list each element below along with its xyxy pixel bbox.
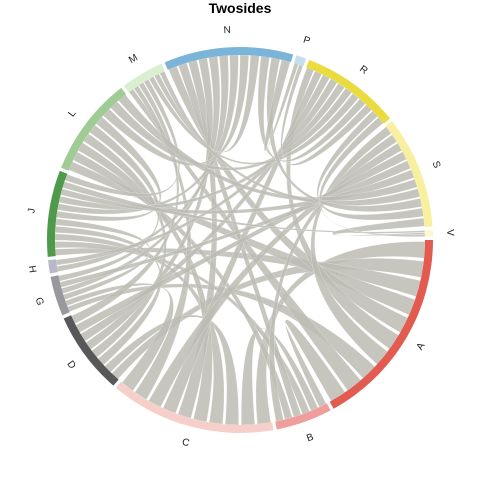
segment-label-M: M [127, 52, 140, 66]
segment-label-C: C [181, 437, 191, 449]
segment-arc-M [123, 63, 165, 93]
ribbon-D-M [71, 82, 180, 324]
segment-label-A: A [415, 341, 428, 353]
ribbon-B-C [241, 327, 319, 426]
segment-arc-G [50, 275, 70, 316]
ribbon-J-V [62, 181, 426, 234]
segment-arc-D [63, 315, 119, 386]
ribbon-A-S [310, 126, 392, 365]
segment-label-L: L [66, 108, 78, 119]
segment-arc-P [294, 55, 307, 67]
segment-label-G: G [33, 296, 46, 307]
segment-arc-V [424, 229, 433, 237]
segment-label-V: V [444, 229, 455, 236]
ribbon-C-L [77, 142, 213, 423]
ribbon-M-N [159, 55, 260, 153]
segment-arc-C [115, 381, 274, 433]
segment-arc-L [61, 87, 127, 171]
segment-label-H: H [26, 265, 38, 274]
ribbon-A-D [111, 258, 424, 380]
segment-arc-H [48, 259, 58, 274]
segment-label-R: R [357, 64, 369, 77]
segment-label-P: P [302, 35, 312, 48]
ribbon-group [54, 54, 426, 426]
segment-label-N: N [223, 25, 231, 36]
ribbon-N-R [257, 55, 366, 162]
segment-label-S: S [430, 160, 443, 170]
segment-arc-N [164, 47, 294, 70]
segment-label-D: D [65, 359, 78, 371]
segment-label-J: J [26, 208, 38, 214]
segment-arc-group [47, 47, 433, 433]
segment-label-B: B [305, 432, 315, 445]
segment-label-group: A B C D G H J L M N P R S V [26, 25, 455, 449]
segment-arc-B [275, 403, 331, 430]
chart-title: Twosides [209, 0, 272, 16]
segment-arc-J [47, 170, 68, 257]
segment-arc-S [385, 121, 433, 228]
segment-arc-R [306, 59, 390, 124]
segment-arc-A [329, 240, 433, 409]
